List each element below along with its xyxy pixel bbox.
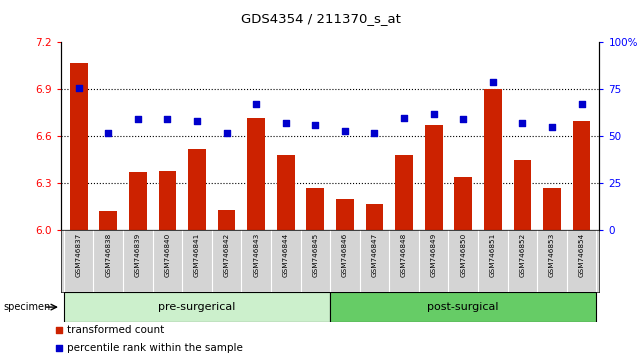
Point: [399, 115, 409, 120]
Text: GSM746850: GSM746850: [460, 233, 466, 278]
Text: GSM746839: GSM746839: [135, 233, 141, 278]
Text: GSM746843: GSM746843: [253, 233, 259, 278]
Bar: [572, 121, 590, 230]
Point: [340, 128, 350, 133]
Text: GSM746838: GSM746838: [105, 233, 112, 278]
Bar: [64, 292, 330, 322]
Text: specimen: specimen: [3, 302, 51, 312]
Point: [429, 111, 439, 116]
Text: GSM746853: GSM746853: [549, 233, 555, 278]
Point: [162, 116, 172, 122]
Bar: [218, 210, 235, 230]
Text: GSM746852: GSM746852: [519, 233, 526, 278]
Point: [251, 102, 262, 107]
Point: [547, 124, 557, 130]
Text: GSM746846: GSM746846: [342, 233, 348, 278]
Text: GSM746844: GSM746844: [283, 233, 288, 278]
Bar: [99, 211, 117, 230]
Point: [369, 130, 379, 135]
Text: GSM746854: GSM746854: [579, 233, 585, 278]
Bar: [188, 149, 206, 230]
Bar: [395, 155, 413, 230]
Bar: [454, 177, 472, 230]
Point: [54, 345, 64, 350]
Text: GSM746849: GSM746849: [431, 233, 437, 278]
Point: [310, 122, 320, 128]
Text: GSM746841: GSM746841: [194, 233, 200, 278]
Point: [54, 327, 64, 333]
Bar: [425, 125, 442, 230]
Bar: [484, 90, 502, 230]
Point: [281, 120, 291, 126]
Point: [488, 79, 498, 85]
Point: [576, 102, 587, 107]
Bar: [365, 204, 383, 230]
Bar: [336, 199, 354, 230]
Text: GSM746847: GSM746847: [372, 233, 378, 278]
Text: GSM746848: GSM746848: [401, 233, 407, 278]
Bar: [158, 171, 176, 230]
Point: [74, 85, 84, 90]
Point: [103, 130, 113, 135]
Bar: [306, 188, 324, 230]
Text: pre-surgerical: pre-surgerical: [158, 302, 236, 312]
Point: [133, 116, 143, 122]
Text: GSM746842: GSM746842: [224, 233, 229, 278]
Bar: [277, 155, 295, 230]
Point: [458, 116, 469, 122]
Point: [517, 120, 528, 126]
Bar: [330, 292, 596, 322]
Bar: [247, 118, 265, 230]
Text: GSM746837: GSM746837: [76, 233, 81, 278]
Bar: [513, 160, 531, 230]
Point: [221, 130, 231, 135]
Text: percentile rank within the sample: percentile rank within the sample: [67, 343, 243, 353]
Text: post-surgical: post-surgical: [428, 302, 499, 312]
Bar: [129, 172, 147, 230]
Text: GDS4354 / 211370_s_at: GDS4354 / 211370_s_at: [240, 12, 401, 25]
Bar: [70, 63, 88, 230]
Bar: [543, 188, 561, 230]
Point: [192, 119, 202, 124]
Text: GSM746840: GSM746840: [164, 233, 171, 278]
Text: transformed count: transformed count: [67, 325, 164, 335]
Text: GSM746851: GSM746851: [490, 233, 496, 278]
Text: GSM746845: GSM746845: [312, 233, 319, 278]
